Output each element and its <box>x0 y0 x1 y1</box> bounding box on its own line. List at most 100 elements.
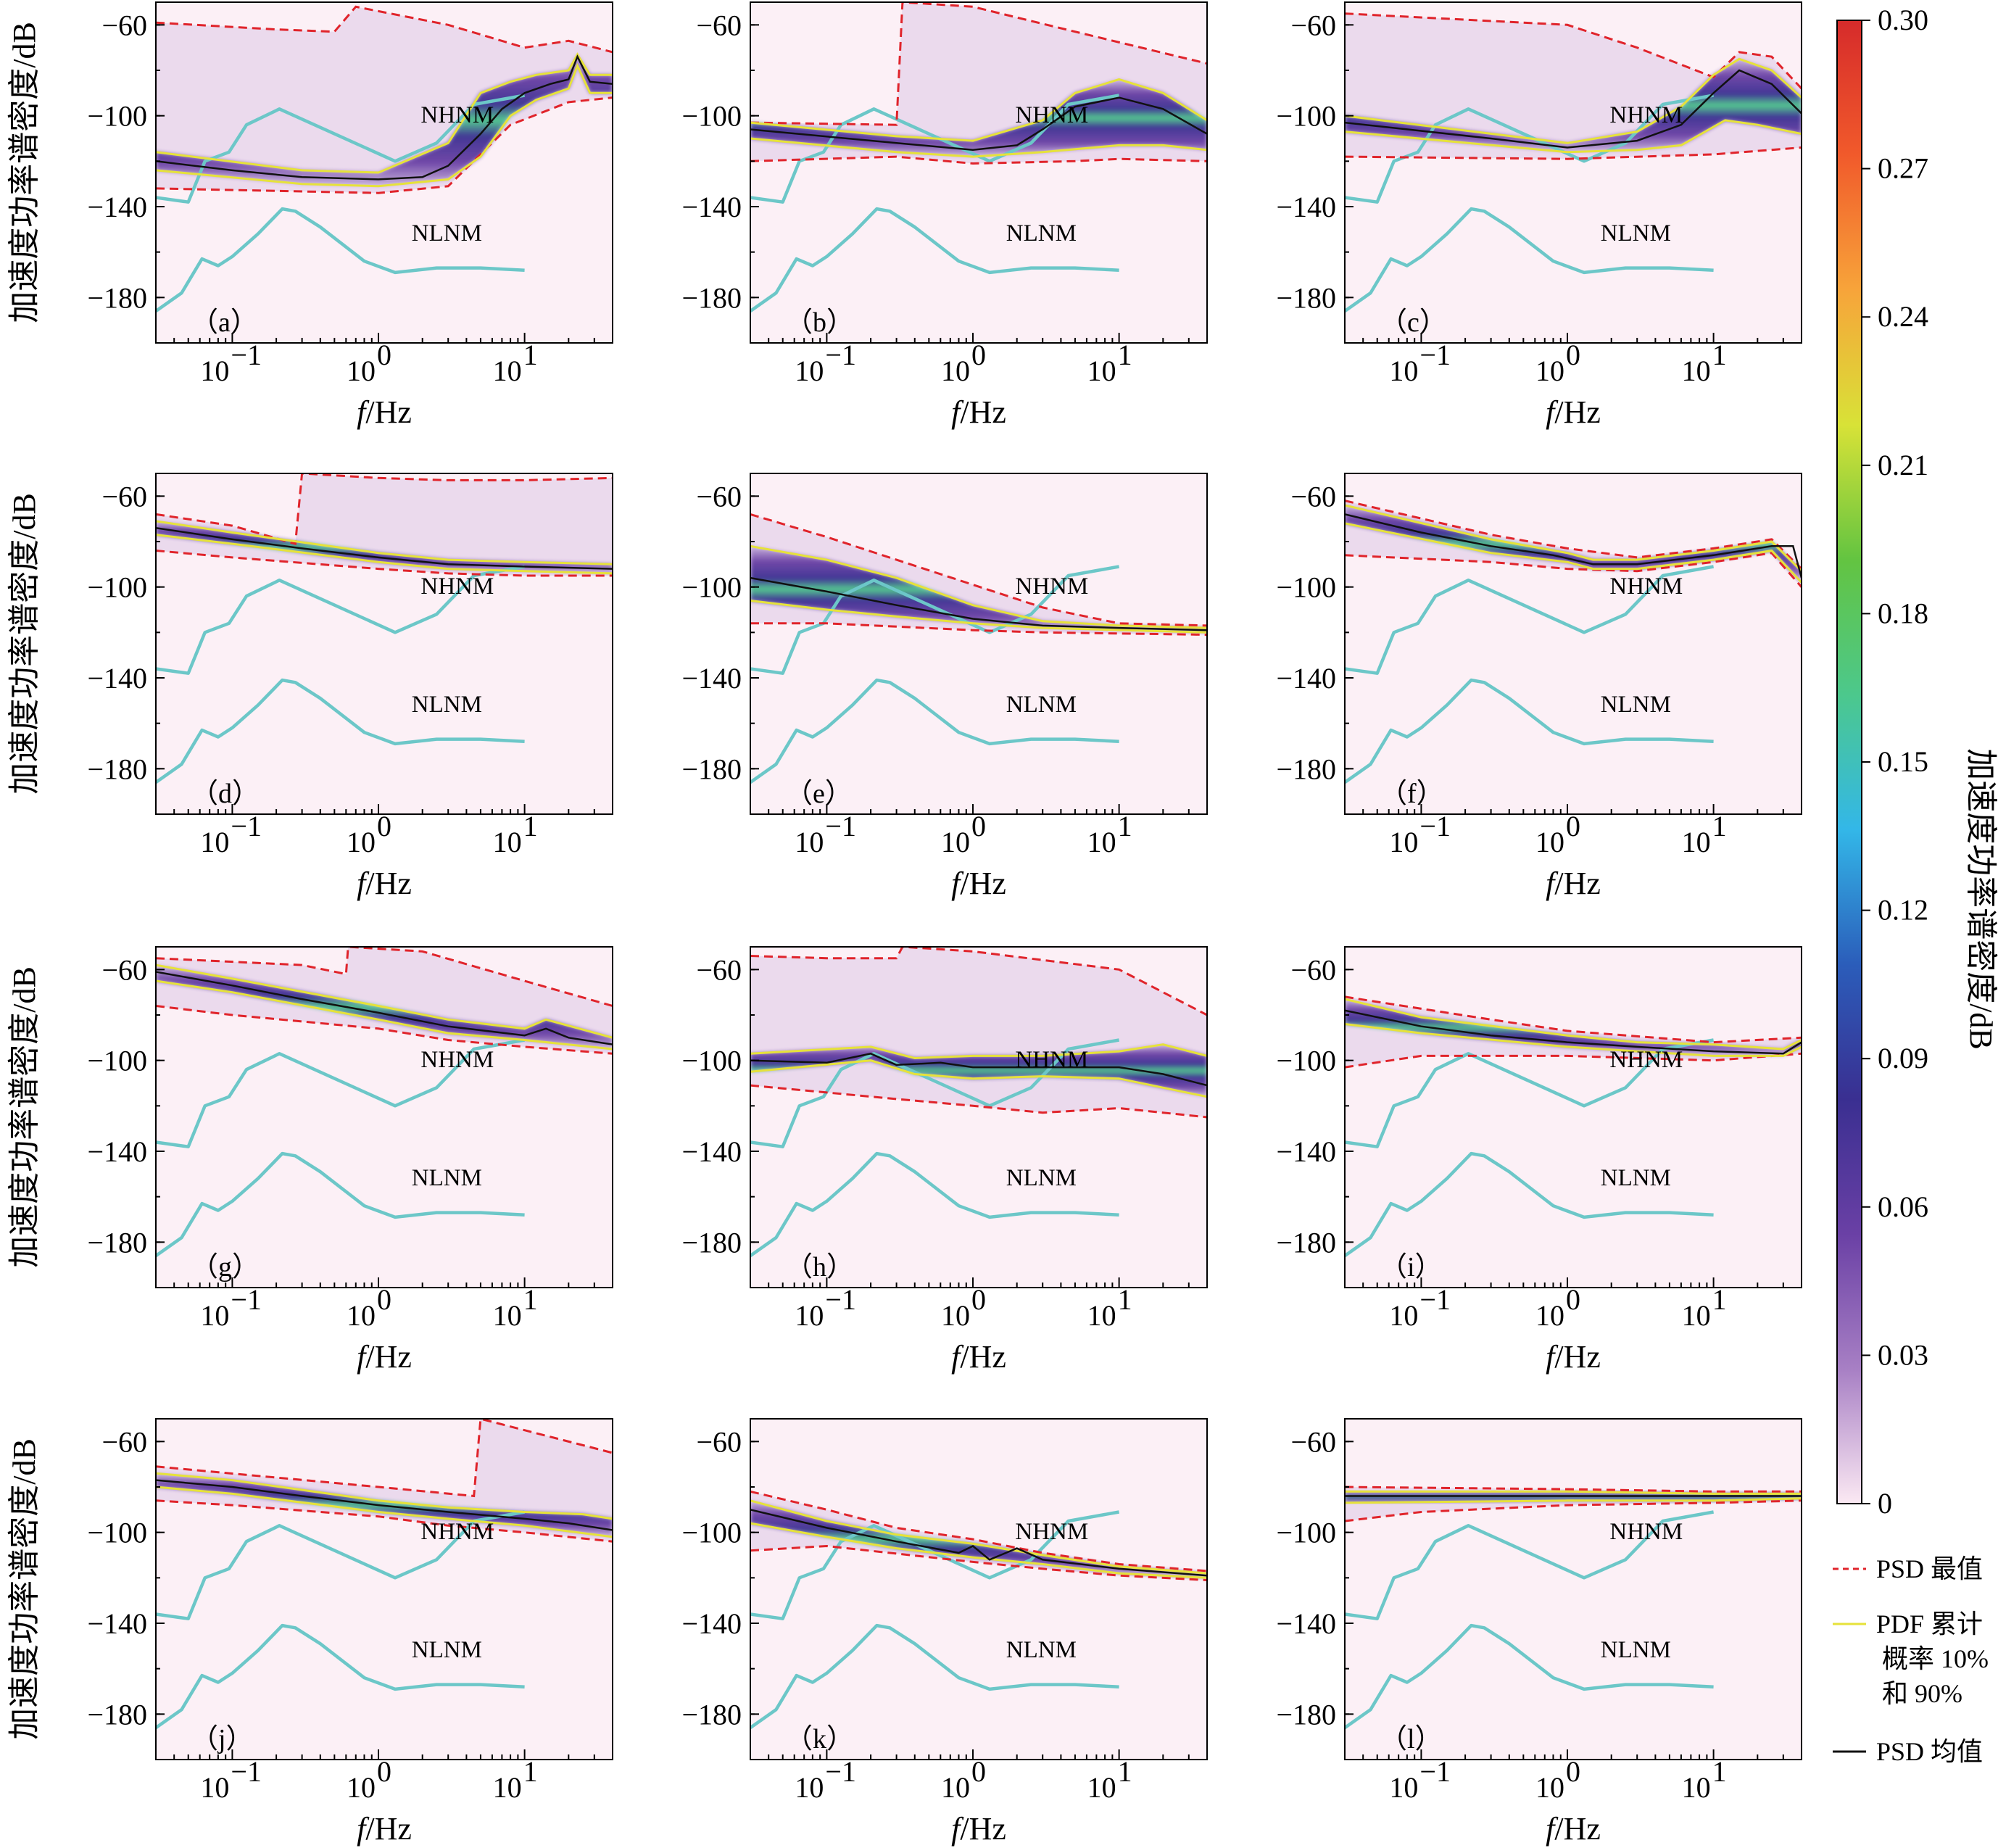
nhnm-curve <box>1345 94 1714 204</box>
nlnm-curve <box>1345 1151 1714 1257</box>
panel-label: （e） <box>785 779 853 809</box>
y-axis-label: 加速度功率谱密度/dB <box>7 966 42 1268</box>
x-tick-exponent: −1 <box>825 810 856 842</box>
y-tick-label: −140 <box>1276 191 1336 223</box>
x-tick-label: 10 <box>1389 826 1418 858</box>
y-tick-label: −100 <box>1276 1517 1336 1549</box>
x-tick-label: 10 <box>1389 1299 1418 1332</box>
psd-min-curve <box>156 1499 613 1543</box>
pdf-density-band <box>750 546 1207 633</box>
x-tick-label: 10 <box>493 826 522 858</box>
y-tick-label: −60 <box>1290 480 1336 513</box>
y-tick-label: −180 <box>681 753 742 785</box>
colorbar-tick-label: 0.24 <box>1878 300 1928 333</box>
pdf-p10-curve <box>1345 1023 1802 1057</box>
x-tick-exponent: 1 <box>1118 339 1132 371</box>
pdf-p90-curve <box>1345 998 1802 1051</box>
x-tick-label: 10 <box>941 355 970 387</box>
pdf-p10-curve <box>750 1522 1207 1579</box>
x-tick-exponent: −1 <box>231 1755 262 1788</box>
y-tick-label: −180 <box>87 753 147 785</box>
nhnm-label: NHNM <box>1015 573 1088 600</box>
x-tick-exponent: −1 <box>1419 1755 1451 1788</box>
x-tick-exponent: −1 <box>231 339 262 371</box>
nhnm-label: NHNM <box>420 1047 494 1073</box>
plot-frame <box>155 1 613 344</box>
pdf-p90-curve <box>156 964 613 1039</box>
x-tick-exponent: 1 <box>1118 1755 1132 1788</box>
x-tick-exponent: −1 <box>1419 810 1451 842</box>
nlnm-curve <box>750 1151 1119 1257</box>
x-axis-label: f/Hz <box>357 394 412 430</box>
nhnm-curve <box>156 565 525 675</box>
x-tick-exponent: 1 <box>1118 1283 1132 1316</box>
colorbar-gradient <box>1836 20 1862 1504</box>
x-tick-exponent: −1 <box>231 810 262 842</box>
y-tick-label: −100 <box>87 1517 147 1549</box>
colorbar-tick-label: 0 <box>1878 1487 1892 1520</box>
x-tick-label: 10 <box>1682 826 1711 858</box>
nlnm-curve <box>156 678 525 784</box>
y-tick-label: −140 <box>1276 1135 1336 1168</box>
x-tick-exponent: 0 <box>971 339 986 371</box>
colorbar-tick-label: 0.30 <box>1878 4 1928 36</box>
x-tick-exponent: −1 <box>231 1283 262 1316</box>
nlnm-curve <box>750 678 1119 784</box>
colorbar-tick-label: 0.06 <box>1878 1190 1928 1223</box>
nhnm-curve <box>156 1038 525 1148</box>
x-tick-label: 10 <box>1682 1299 1711 1332</box>
psd-max-curve <box>156 1419 613 1498</box>
pdf-p90-curve <box>1345 504 1802 572</box>
pdf-p10-curve <box>750 1059 1207 1098</box>
x-tick-label: 10 <box>1087 826 1116 858</box>
y-tick-label: −180 <box>87 1226 147 1259</box>
x-tick-exponent: 1 <box>523 339 538 371</box>
psd-min-curve <box>156 96 613 194</box>
y-tick-label: −180 <box>1276 753 1336 785</box>
x-tick-exponent: 0 <box>971 1283 986 1316</box>
x-tick-label: 10 <box>941 1771 970 1804</box>
y-tick-label: −60 <box>696 1425 742 1458</box>
plot-frame <box>1344 946 1802 1288</box>
x-tick-label: 10 <box>795 355 824 387</box>
panel-label: （i） <box>1380 1252 1443 1283</box>
colorbar-label: 加速度功率谱密度/dB <box>1963 748 1998 1050</box>
x-tick-label: 10 <box>1389 1771 1418 1804</box>
psd-max-curve <box>156 947 613 1007</box>
pdf-p90-curve <box>750 1499 1207 1575</box>
y-tick-label: −60 <box>101 480 147 513</box>
y-axis-label: 加速度功率谱密度/dB <box>7 1438 42 1740</box>
y-tick-label: −140 <box>87 1135 147 1168</box>
psd-mean-curve <box>750 1509 1207 1577</box>
y-tick-label: −100 <box>87 100 147 133</box>
psd-min-curve <box>750 622 1207 636</box>
y-axis-label: 加速度功率谱密度/dB <box>7 22 42 323</box>
x-tick-exponent: 0 <box>377 1283 391 1316</box>
x-tick-exponent: 0 <box>377 339 391 371</box>
x-tick-label: 10 <box>347 1771 376 1804</box>
x-tick-label: 10 <box>1087 1771 1116 1804</box>
plot-background <box>750 473 1207 814</box>
y-tick-label: −140 <box>87 1607 147 1640</box>
y-tick-label: −140 <box>87 191 147 223</box>
x-tick-label: 10 <box>200 826 229 858</box>
nhnm-label: NHNM <box>1015 1519 1088 1545</box>
y-tick-label: −60 <box>1290 9 1336 41</box>
pdf-density-band <box>1345 59 1802 152</box>
plot-frame <box>155 473 613 815</box>
plot-frame <box>750 1 1208 344</box>
pdf-p10-curve <box>156 979 613 1051</box>
nhnm-curve <box>156 1510 525 1620</box>
nhnm-label: NHNM <box>420 102 494 128</box>
x-tick-label: 10 <box>795 1771 824 1804</box>
psd-range-band <box>156 7 613 194</box>
x-axis-label: f/Hz <box>951 1339 1006 1375</box>
psd-mean-curve <box>156 971 613 1045</box>
x-tick-label: 10 <box>200 1771 229 1804</box>
psd-max-curve <box>750 947 1207 1016</box>
nhnm-label: NHNM <box>1609 1519 1683 1545</box>
y-tick-label: −140 <box>681 191 742 223</box>
